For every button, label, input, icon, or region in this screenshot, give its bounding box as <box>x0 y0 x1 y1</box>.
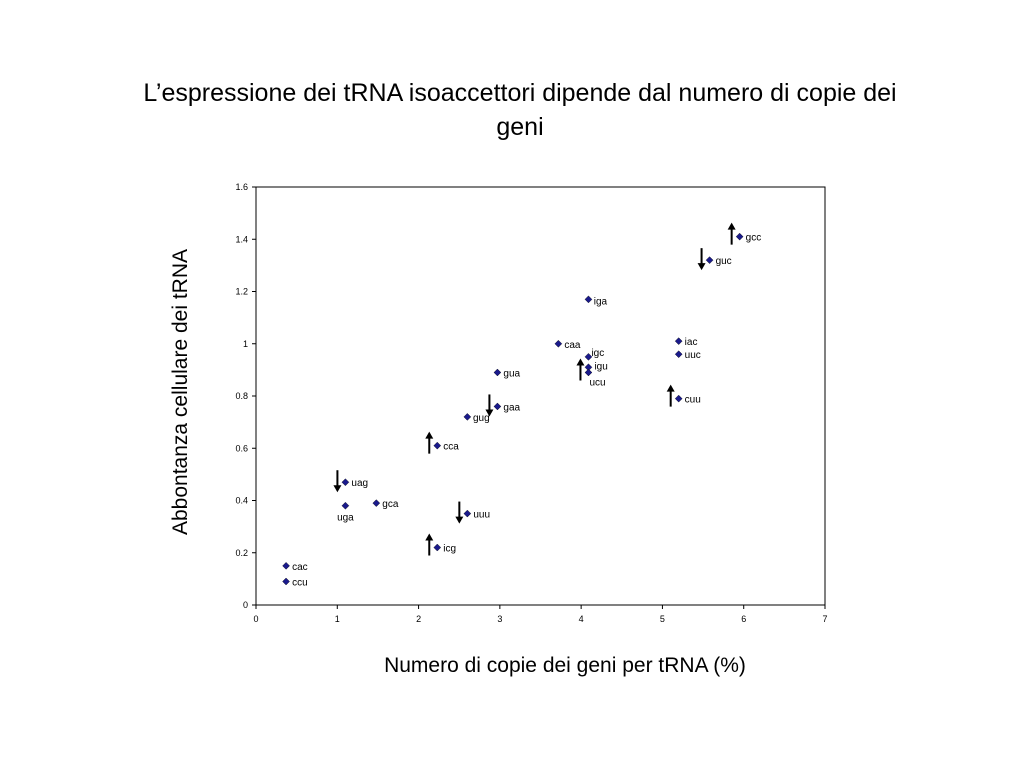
x-tick-label: 1 <box>335 614 340 624</box>
x-tick-label: 3 <box>497 614 502 624</box>
data-point-marker <box>282 577 290 586</box>
x-tick-label: 5 <box>660 614 665 624</box>
data-point-marker <box>433 543 442 552</box>
data-point-label: ucu <box>589 377 605 388</box>
data-point-label: uuc <box>685 350 701 361</box>
arrow-down-icon <box>455 516 464 524</box>
y-tick-label: 0.8 <box>235 391 248 401</box>
arrow-up-icon <box>727 222 736 230</box>
x-tick-label: 7 <box>822 614 827 624</box>
x-axis-title: Numero di copie dei geni per tRNA (%) <box>384 654 746 677</box>
y-tick-label: 1.2 <box>235 287 248 297</box>
data-point-marker <box>493 402 502 411</box>
data-point-marker <box>554 339 563 348</box>
data-point-group: gca <box>372 499 399 510</box>
data-point-group: iac <box>674 337 698 348</box>
arrow-up-icon <box>425 533 434 541</box>
data-point-marker <box>584 295 593 304</box>
data-point-marker <box>584 368 593 377</box>
y-tick-label: 0.2 <box>235 548 248 558</box>
data-point-marker <box>341 478 350 486</box>
x-tick-label: 0 <box>253 614 258 624</box>
data-point-label: gaa <box>503 402 520 413</box>
data-point-group: uuu <box>455 501 490 524</box>
y-tick-label: 1.4 <box>235 234 248 244</box>
data-point-group: uga <box>337 501 354 524</box>
data-point-marker <box>463 413 472 421</box>
data-point-marker <box>674 394 683 403</box>
data-point-label: iac <box>685 337 698 348</box>
data-point-group: ccu <box>282 577 308 588</box>
data-point-label: ccu <box>292 577 308 588</box>
data-point-marker <box>705 256 714 264</box>
arrow-down-icon <box>485 409 494 417</box>
y-axis: 0 0.2 0.4 0.6 0.8 1 1.2 1.4 1.6 <box>235 182 256 610</box>
data-point-marker <box>433 441 442 450</box>
y-tick-label: 1 <box>243 339 248 349</box>
data-point-label: igu <box>594 361 607 372</box>
y-tick-label: 1.6 <box>235 182 248 192</box>
data-point-group: guc <box>697 248 732 271</box>
data-point-label: gug <box>473 413 490 424</box>
data-point-label: uag <box>351 478 368 489</box>
arrow-up-icon <box>576 358 585 366</box>
y-tick-label: 0 <box>243 600 248 610</box>
y-tick-label: 0.4 <box>235 496 248 506</box>
x-tick-label: 6 <box>741 614 746 624</box>
data-point-group: uag <box>333 470 368 493</box>
data-point-label: uga <box>337 513 354 524</box>
y-axis-title: Abbontanza cellulare dei tRNA <box>169 249 192 535</box>
data-point-group: gug <box>463 413 490 424</box>
data-point-label: caa <box>564 340 581 351</box>
data-point-marker <box>584 353 593 361</box>
arrow-up-icon <box>666 384 675 392</box>
data-point-label: cac <box>292 562 308 573</box>
slide-title: L’espressione dei tRNA isoaccettori dipe… <box>143 79 897 141</box>
data-point-label: uuu <box>473 510 490 521</box>
data-point-group: ucu <box>576 358 606 388</box>
data-point-group: gua <box>493 368 521 379</box>
data-point-group: cuu <box>666 384 701 407</box>
data-point-group: icg <box>425 533 456 556</box>
y-tick-label: 0.6 <box>235 443 248 453</box>
data-point-group: uuc <box>674 350 701 361</box>
data-point-marker <box>372 499 381 507</box>
arrow-down-icon <box>697 263 706 271</box>
data-point-marker <box>463 509 472 518</box>
data-point-group: igc <box>584 348 604 361</box>
data-point-label: igc <box>591 348 604 359</box>
x-tick-label: 2 <box>416 614 421 624</box>
data-point-group: cac <box>282 562 308 573</box>
plot-area <box>255 186 826 606</box>
data-point-marker <box>674 337 683 345</box>
data-point-label: gua <box>503 368 520 379</box>
arrow-down-icon <box>333 485 342 493</box>
x-tick-label: 4 <box>579 614 584 624</box>
data-point-marker <box>735 232 744 241</box>
data-point-label: gcc <box>746 233 762 244</box>
data-point-label: guc <box>716 256 732 267</box>
data-point-group: iga <box>584 295 608 307</box>
data-point-marker <box>282 562 290 570</box>
data-point-label: cuu <box>685 395 701 406</box>
data-point-marker <box>493 368 502 377</box>
data-point-label: gca <box>382 499 399 510</box>
data-point-label: icg <box>443 544 456 555</box>
data-points: cac ccu uag uga gca cca icg uuu gug gaa gua caa iga i… <box>282 222 762 588</box>
data-point-label: cca <box>443 442 459 453</box>
data-point-marker <box>341 501 350 510</box>
data-point-marker <box>674 350 683 358</box>
x-axis: 0 1 2 3 4 5 6 7 <box>253 605 828 624</box>
data-point-group: caa <box>554 339 581 351</box>
data-point-group: gcc <box>727 222 762 245</box>
data-point-group: cca <box>425 431 459 454</box>
arrow-up-icon <box>425 431 434 439</box>
data-point-label: iga <box>594 296 608 307</box>
data-point-group: gaa <box>485 394 521 417</box>
